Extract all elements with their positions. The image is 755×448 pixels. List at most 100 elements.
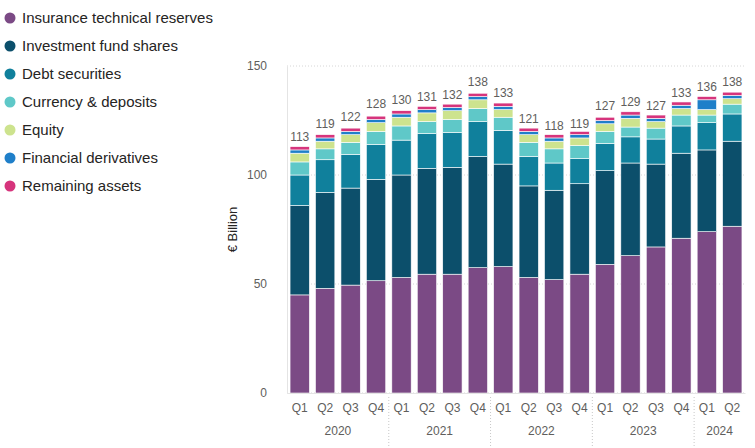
bar-segment[interactable] [366, 179, 385, 280]
bar-segment[interactable] [417, 168, 436, 274]
bar-segment[interactable] [417, 122, 436, 134]
bar-segment[interactable] [290, 206, 309, 295]
bar-segment[interactable] [544, 138, 563, 141]
bar-segment[interactable] [290, 150, 309, 153]
bar-segment[interactable] [723, 104, 742, 114]
bar-segment[interactable] [697, 100, 716, 110]
bar-segment[interactable] [392, 126, 411, 140]
bar-segment[interactable] [417, 110, 436, 113]
bar-segment[interactable] [468, 156, 487, 267]
bar-segment[interactable] [723, 92, 742, 95]
bar-segment[interactable] [315, 288, 334, 393]
bar-segment[interactable] [392, 111, 411, 114]
bar-segment[interactable] [570, 274, 589, 393]
bar-segment[interactable] [646, 247, 665, 393]
bar-segment[interactable] [494, 130, 513, 164]
bar-segment[interactable] [595, 131, 614, 143]
bar-segment[interactable] [468, 100, 487, 109]
bar-segment[interactable] [697, 123, 716, 150]
bar-segment[interactable] [621, 112, 640, 115]
bar-segment[interactable] [468, 97, 487, 100]
bar-segment[interactable] [341, 285, 360, 393]
bar-segment[interactable] [672, 238, 691, 393]
bar-segment[interactable] [646, 115, 665, 118]
bar-segment[interactable] [697, 115, 716, 123]
bar-segment[interactable] [443, 111, 462, 120]
bar-segment[interactable] [595, 143, 614, 170]
bar-segment[interactable] [468, 122, 487, 157]
bar-segment[interactable] [443, 274, 462, 393]
bar-segment[interactable] [315, 160, 334, 193]
bar-segment[interactable] [494, 117, 513, 130]
bar-segment[interactable] [621, 256, 640, 393]
bar-segment[interactable] [672, 126, 691, 153]
bar-segment[interactable] [672, 105, 691, 108]
bar-segment[interactable] [468, 109, 487, 122]
bar-segment[interactable] [519, 131, 538, 134]
bar-segment[interactable] [519, 186, 538, 278]
bar-segment[interactable] [366, 144, 385, 179]
bar-segment[interactable] [290, 295, 309, 393]
bar-segment[interactable] [341, 131, 360, 134]
bar-segment[interactable] [621, 118, 640, 127]
bar-segment[interactable] [544, 135, 563, 138]
legend-item[interactable]: Remaining assets [5, 177, 142, 194]
bar-segment[interactable] [392, 277, 411, 393]
bar-segment[interactable] [392, 114, 411, 117]
bar-segment[interactable] [443, 119, 462, 132]
bar-segment[interactable] [341, 154, 360, 188]
bar-segment[interactable] [417, 113, 436, 122]
bar-segment[interactable] [697, 97, 716, 100]
bar-segment[interactable] [315, 192, 334, 288]
bar-segment[interactable] [570, 131, 589, 134]
bar-segment[interactable] [519, 142, 538, 156]
bar-segment[interactable] [494, 164, 513, 266]
bar-segment[interactable] [443, 104, 462, 107]
bar-segment[interactable] [290, 162, 309, 175]
bar-segment[interactable] [468, 93, 487, 96]
bar-segment[interactable] [595, 124, 614, 132]
bar-segment[interactable] [595, 264, 614, 393]
bar-segment[interactable] [672, 109, 691, 116]
bar-segment[interactable] [315, 135, 334, 138]
bar-segment[interactable] [392, 175, 411, 277]
legend-item[interactable]: Equity [5, 121, 65, 138]
bar-segment[interactable] [672, 115, 691, 126]
bar-segment[interactable] [290, 153, 309, 162]
bar-segment[interactable] [519, 156, 538, 185]
bar-segment[interactable] [544, 190, 563, 279]
bar-segment[interactable] [621, 137, 640, 163]
bar-segment[interactable] [697, 150, 716, 232]
bar-segment[interactable] [315, 149, 334, 160]
bar-segment[interactable] [621, 163, 640, 256]
bar-segment[interactable] [417, 134, 436, 169]
bar-segment[interactable] [341, 135, 360, 143]
bar-segment[interactable] [290, 175, 309, 206]
bar-segment[interactable] [443, 167, 462, 274]
legend-item[interactable]: Currency & deposits [5, 93, 158, 110]
bar-segment[interactable] [646, 122, 665, 129]
bar-segment[interactable] [646, 128, 665, 139]
bar-segment[interactable] [494, 110, 513, 118]
bar-segment[interactable] [443, 132, 462, 167]
bar-segment[interactable] [519, 128, 538, 131]
bar-segment[interactable] [723, 226, 742, 393]
bar-segment[interactable] [570, 135, 589, 138]
bar-segment[interactable] [544, 280, 563, 393]
bar-segment[interactable] [646, 139, 665, 164]
bar-segment[interactable] [315, 138, 334, 141]
bar-segment[interactable] [570, 146, 589, 159]
bar-segment[interactable] [570, 159, 589, 184]
bar-segment[interactable] [341, 142, 360, 154]
bar-segment[interactable] [366, 123, 385, 132]
legend-item[interactable]: Insurance technical reserves [5, 9, 213, 26]
bar-segment[interactable] [646, 164, 665, 247]
bar-segment[interactable] [595, 121, 614, 124]
legend-item[interactable]: Debt securities [5, 65, 122, 82]
bar-segment[interactable] [494, 103, 513, 106]
bar-segment[interactable] [341, 128, 360, 131]
legend-item[interactable]: Investment fund shares [5, 37, 178, 54]
bar-segment[interactable] [315, 141, 334, 149]
bar-segment[interactable] [672, 153, 691, 238]
bar-segment[interactable] [621, 127, 640, 137]
